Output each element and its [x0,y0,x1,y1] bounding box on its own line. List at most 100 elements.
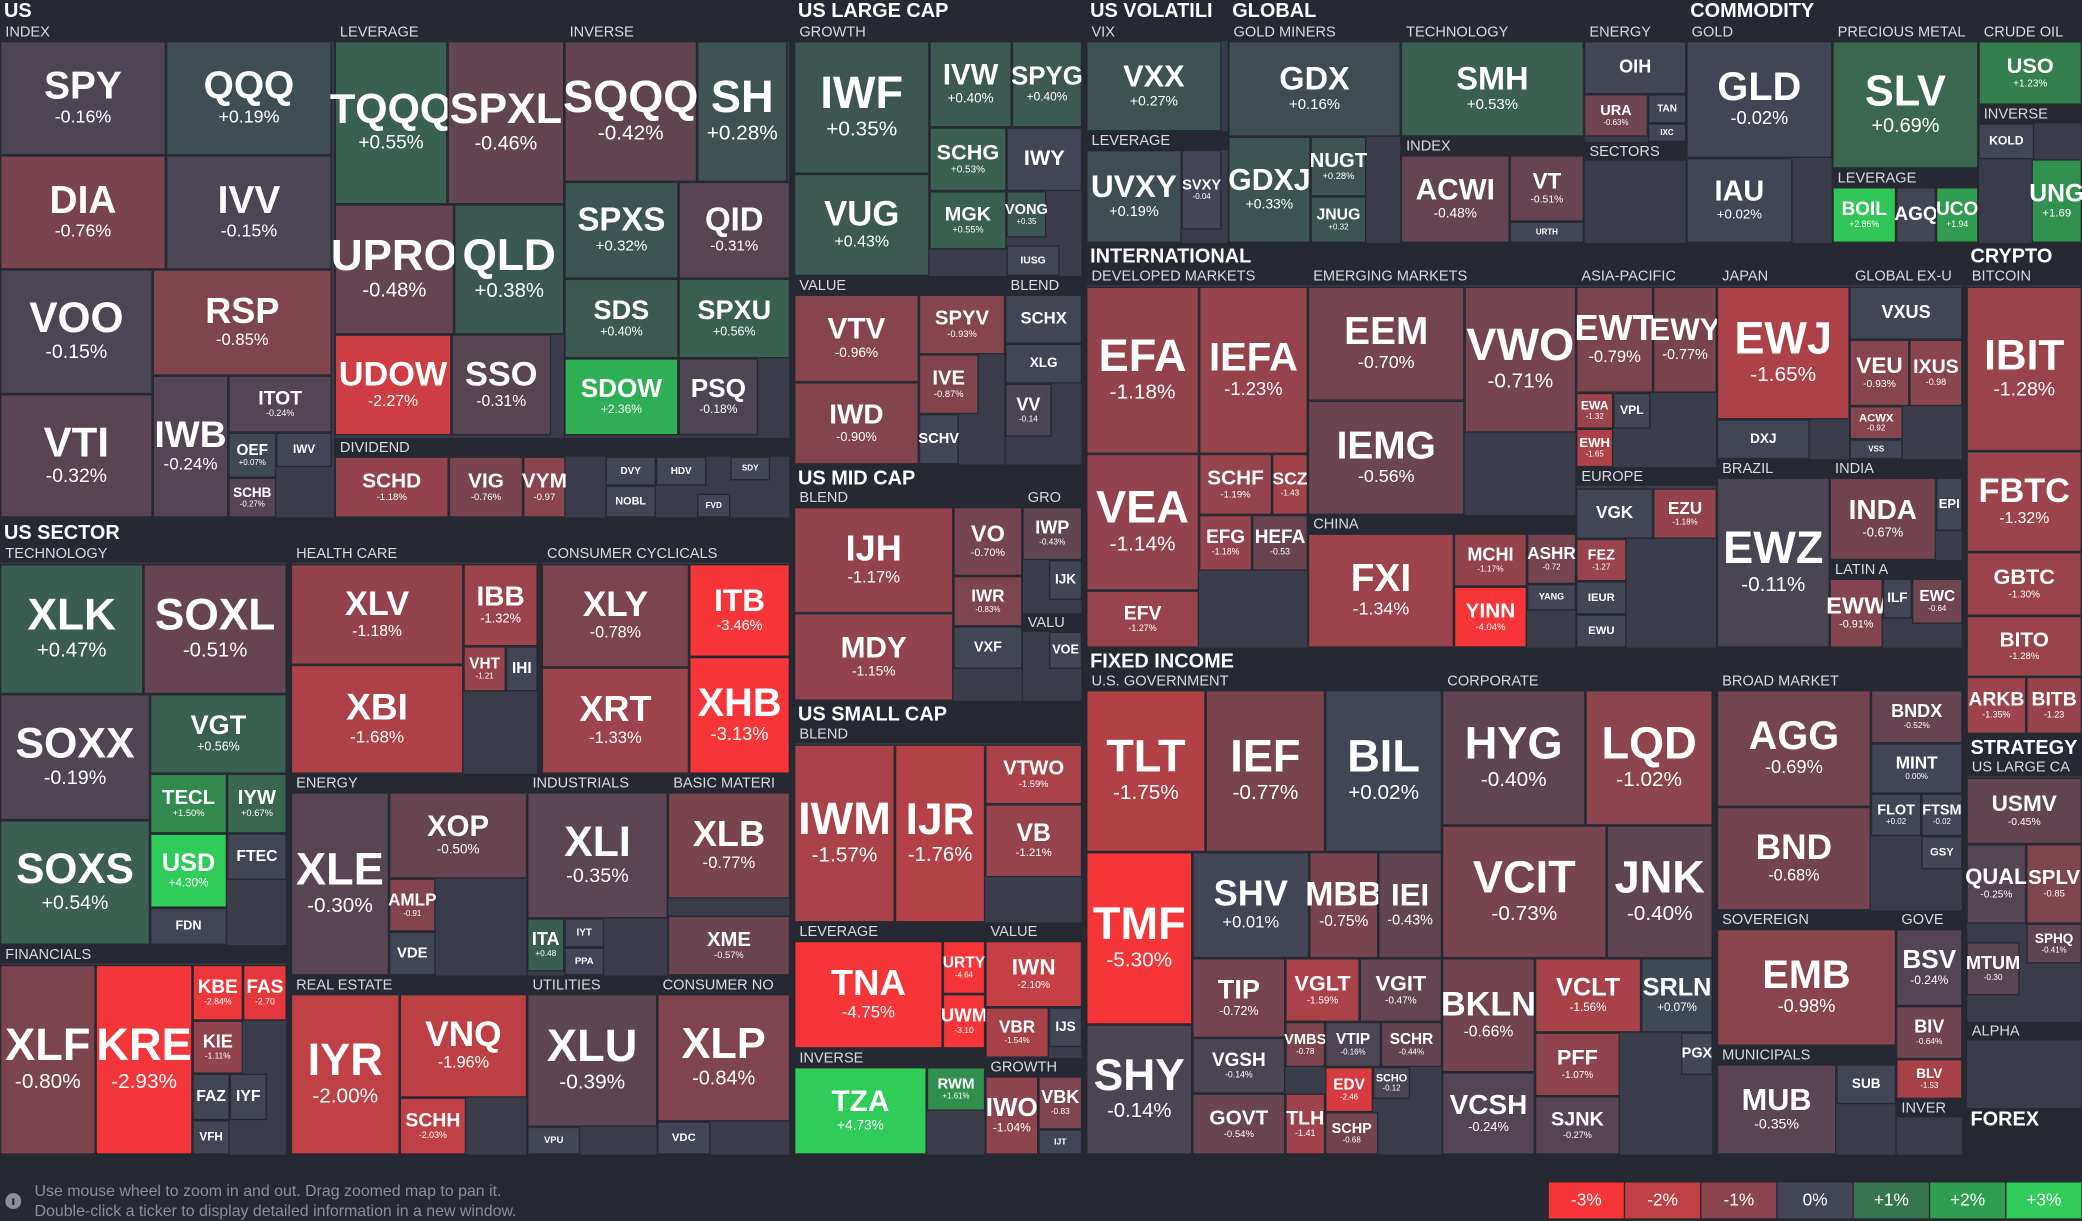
ticker-tile[interactable] [0,41,166,156]
ticker-tile[interactable] [334,334,452,436]
ticker-tile[interactable] [1325,690,1442,853]
ticker-tile[interactable] [1005,383,1052,437]
ticker-tile[interactable] [918,354,979,415]
ticker-tile[interactable] [165,155,332,270]
ticker-tile[interactable] [1966,552,2082,616]
ticker-tile[interactable] [1086,453,1200,591]
ticker-tile[interactable] [1441,958,1535,1073]
ticker-tile[interactable] [794,613,954,701]
ticker-tile[interactable] [229,1073,267,1121]
ticker-tile[interactable] [1285,1093,1326,1155]
ticker-tile[interactable] [1307,286,1465,401]
ticker-tile[interactable] [1832,187,1897,243]
ticker-tile[interactable] [451,334,552,436]
ticker-tile[interactable] [165,41,332,156]
ticker-tile[interactable] [1192,852,1310,959]
ticker-tile[interactable] [1870,743,1963,794]
ticker-tile[interactable] [1380,1021,1442,1068]
ticker-tile[interactable] [1641,958,1713,1033]
ticker-tile[interactable] [1199,286,1308,454]
ticker-tile[interactable] [1966,942,2020,996]
ticker-tile[interactable] [1372,1067,1411,1099]
ticker-tile[interactable] [1576,428,1614,468]
ticker-tile[interactable] [527,792,668,919]
ticker-tile[interactable] [527,1126,581,1155]
ticker-tile[interactable] [1309,852,1379,959]
ticker-tile[interactable] [1325,1112,1379,1155]
ticker-tile[interactable] [1534,1096,1620,1155]
ticker-tile[interactable] [276,432,332,468]
ticker-tile[interactable] [541,667,690,774]
ticker-tile[interactable] [678,181,791,279]
ticker-tile[interactable] [389,792,528,879]
ticker-tile[interactable] [399,994,528,1098]
ticker-tile[interactable] [1870,690,1963,744]
ticker-tile[interactable] [541,564,690,668]
ticker-tile[interactable] [228,432,277,478]
ticker-tile[interactable] [1205,690,1326,853]
ticker-tile[interactable] [227,833,287,880]
ticker-tile[interactable] [2031,159,2082,243]
ticker-tile[interactable] [1978,123,2035,160]
ticker-tile[interactable] [1086,41,1222,132]
ticker-tile[interactable] [564,278,679,359]
ticker-tile[interactable] [1086,149,1182,243]
ticker-tile[interactable] [1534,958,1642,1033]
ticker-tile[interactable] [1285,1021,1326,1068]
ticker-tile[interactable] [527,994,658,1127]
ticker-tile[interactable] [1576,488,1654,539]
ticker-tile[interactable] [1870,793,1922,837]
ticker-tile[interactable] [689,656,791,774]
ticker-tile[interactable] [985,1076,1039,1155]
ticker-tile[interactable] [290,994,400,1155]
ticker-tile[interactable] [1935,187,1979,243]
ticker-tile[interactable] [1716,477,1830,648]
ticker-tile[interactable] [1441,690,1586,826]
ticker-tile[interactable] [697,41,788,182]
ticker-tile[interactable] [1966,286,2082,452]
ticker-tile[interactable] [1966,676,2027,734]
ticker-tile[interactable] [0,269,153,395]
ticker-tile[interactable] [1716,690,1871,807]
ticker-tile[interactable] [1310,136,1367,197]
ticker-tile[interactable] [1453,586,1527,648]
ticker-tile[interactable] [1966,615,2082,677]
ticker-tile[interactable] [1647,123,1687,143]
ticker-tile[interactable] [1935,477,1963,531]
ticker-tile[interactable] [152,375,229,518]
ticker-tile[interactable] [1584,41,1687,95]
ticker-tile[interactable] [1228,136,1311,243]
ticker-tile[interactable] [1849,339,1910,407]
ticker-tile[interactable] [192,1020,243,1074]
ticker-tile[interactable] [1849,439,1903,460]
ticker-tile[interactable] [1006,245,1060,277]
ticker-tile[interactable] [678,358,759,436]
ticker-tile[interactable] [953,626,1023,669]
ticker-tile[interactable] [605,485,656,518]
ticker-tile[interactable] [1005,294,1083,344]
ticker-tile[interactable] [152,269,332,376]
ticker-tile[interactable] [192,964,243,1021]
ticker-tile[interactable] [1686,41,1833,158]
ticker-tile[interactable] [447,41,565,205]
ticker-tile[interactable] [1716,929,1897,1046]
ticker-tile[interactable] [1400,41,1585,137]
ticker-tile[interactable] [657,1121,711,1155]
ticker-tile[interactable] [730,456,771,481]
ticker-tile[interactable] [1453,533,1527,587]
ticker-tile[interactable] [794,506,954,614]
ticker-tile[interactable] [1086,286,1200,454]
ticker-tile[interactable] [399,1097,467,1155]
ticker-tile[interactable] [1909,339,1963,407]
ticker-tile[interactable] [794,382,919,465]
ticker-tile[interactable] [1011,41,1083,128]
ticker-tile[interactable] [1086,690,1206,853]
ticker-tile[interactable] [527,918,565,972]
ticker-tile[interactable] [794,41,930,174]
ticker-tile[interactable] [1716,286,1850,420]
ticker-tile[interactable] [1606,825,1713,959]
ticker-tile[interactable] [463,564,538,647]
ticker-tile[interactable] [389,878,436,932]
ticker-tile[interactable] [794,744,895,923]
ticker-tile[interactable] [1576,538,1627,582]
